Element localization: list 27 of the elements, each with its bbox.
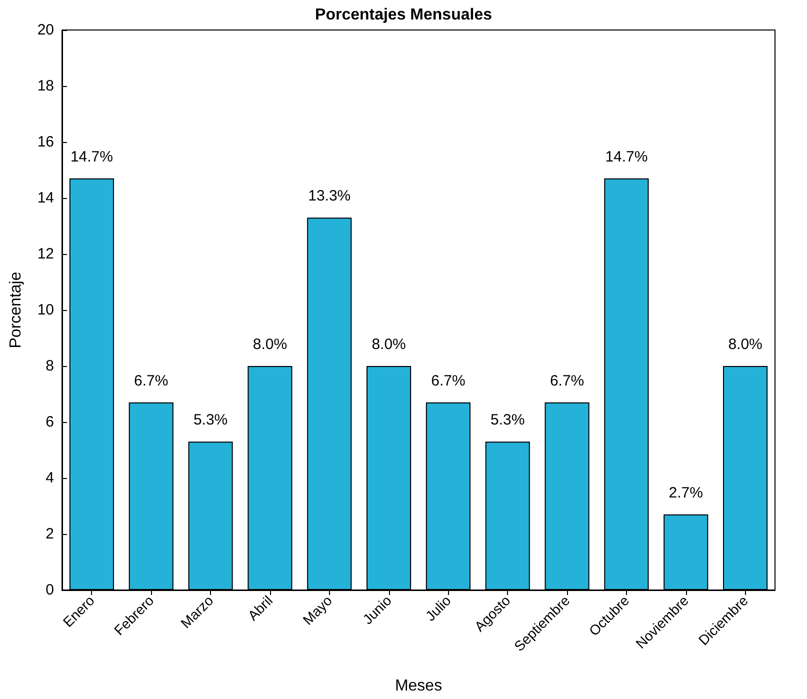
chart-title: Porcentajes Mensuales: [315, 6, 492, 24]
y-tick-label: 0: [46, 582, 54, 598]
y-tick-label: 14: [37, 190, 54, 206]
data-label: 8.0%: [252, 336, 288, 353]
y-tick-label: 2: [46, 526, 54, 542]
data-label: 6.7%: [134, 372, 168, 390]
data-label: 13.3%: [308, 188, 351, 205]
data-label: 5.3%: [193, 412, 228, 429]
data-label: 8.0%: [372, 336, 406, 353]
data-label: 6.7%: [550, 372, 584, 390]
y-tick-label: 12: [37, 246, 54, 262]
y-tick-label: 16: [37, 134, 54, 150]
data-label: 14.7%: [70, 148, 113, 166]
data-label: 5.3%: [490, 412, 525, 429]
x-axis-title: Meses: [394, 678, 442, 694]
y-tick-label: 10: [37, 302, 54, 318]
y-tick-label: 4: [46, 470, 54, 486]
data-label: 2.7%: [668, 484, 703, 502]
y-tick-label: 6: [46, 414, 54, 430]
x-tick-label: Julio: [422, 592, 454, 624]
y-tick-label: 8: [46, 358, 54, 374]
y-tick-label: 18: [37, 78, 54, 94]
data-label: 6.7%: [431, 372, 466, 390]
data-label: 14.7%: [605, 148, 648, 166]
y-tick-label: 20: [37, 22, 54, 38]
data-label: 8.0%: [728, 336, 762, 353]
y-axis-title: Porcentaje: [8, 272, 24, 348]
